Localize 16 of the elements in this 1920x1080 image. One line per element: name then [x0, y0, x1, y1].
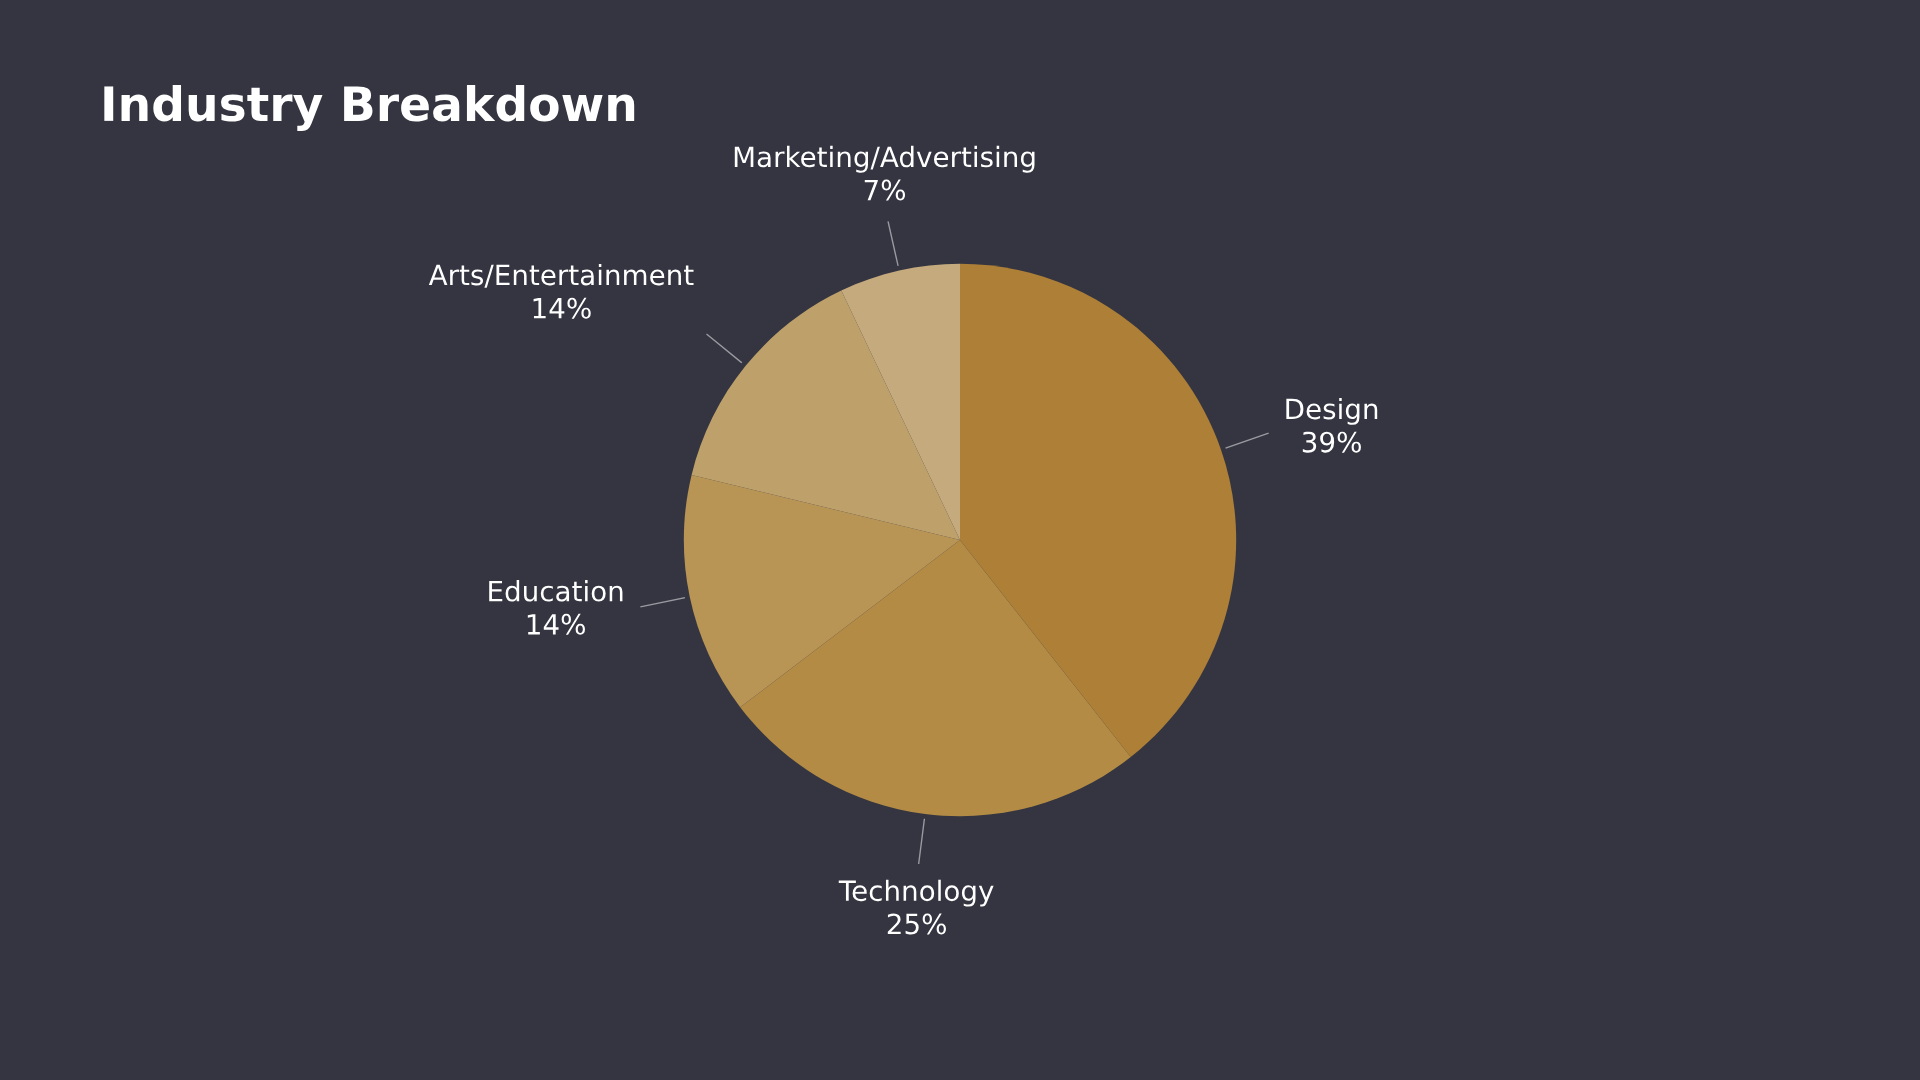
pie-slice	[683, 474, 960, 708]
data-label: 39%	[1302, 431, 1361, 453]
pie-slice	[691, 290, 960, 540]
chart-title: Industry Breakdown	[104, 85, 635, 132]
slice-label: Design	[1286, 397, 1378, 425]
slice-label: Marketing/Advertising	[734, 145, 1035, 173]
pie-slice	[960, 263, 1237, 758]
slice-label: Arts/Entertainment	[428, 263, 694, 288]
data-label: 25%	[887, 913, 946, 935]
data-label: 14%	[533, 297, 591, 319]
data-label: 7%	[864, 179, 906, 201]
pie-slice	[841, 263, 960, 540]
data-label: 14%	[527, 613, 585, 635]
slice-label: Technology	[838, 879, 994, 907]
slice-label: Education	[489, 580, 623, 602]
pie-slice	[740, 540, 1131, 817]
